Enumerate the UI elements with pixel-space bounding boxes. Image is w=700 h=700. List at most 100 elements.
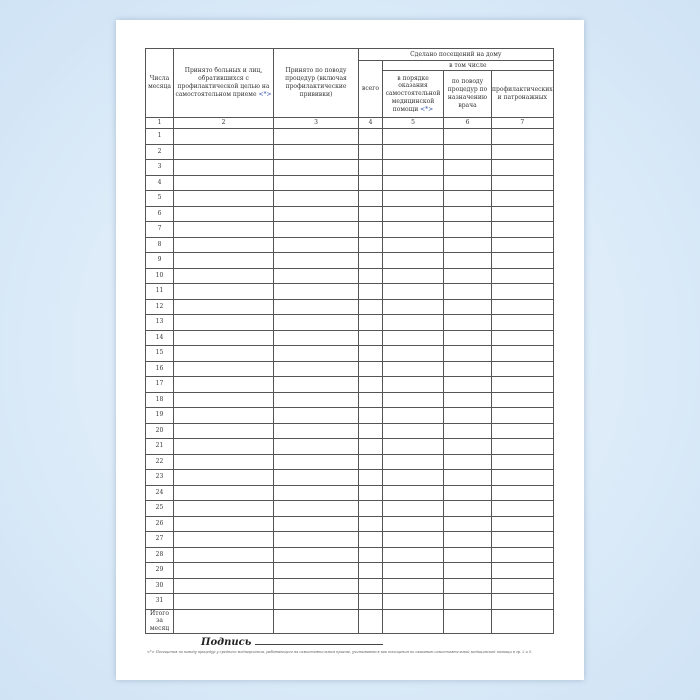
entry-cell[interactable] (173, 360, 274, 377)
entry-cell[interactable] (491, 562, 554, 579)
entry-cell[interactable] (382, 360, 444, 377)
entry-cell[interactable] (443, 205, 492, 222)
entry-cell[interactable] (173, 190, 274, 207)
entry-cell[interactable] (273, 391, 359, 408)
entry-cell[interactable] (491, 484, 554, 501)
entry-cell[interactable] (443, 376, 492, 393)
entry-cell[interactable] (443, 515, 492, 532)
entry-cell[interactable] (443, 174, 492, 191)
entry-cell[interactable] (173, 314, 274, 331)
entry-cell[interactable] (382, 376, 444, 393)
entry-cell[interactable] (382, 190, 444, 207)
total-cell[interactable] (273, 608, 359, 634)
entry-cell[interactable] (382, 283, 444, 300)
entry-cell[interactable] (443, 422, 492, 439)
entry-cell[interactable] (358, 283, 383, 300)
entry-cell[interactable] (491, 376, 554, 393)
entry-cell[interactable] (358, 515, 383, 532)
entry-cell[interactable] (273, 236, 359, 253)
entry-cell[interactable] (491, 174, 554, 191)
entry-cell[interactable] (382, 159, 444, 176)
entry-cell[interactable] (491, 345, 554, 362)
entry-cell[interactable] (358, 438, 383, 455)
entry-cell[interactable] (358, 531, 383, 548)
entry-cell[interactable] (382, 546, 444, 563)
entry-cell[interactable] (443, 252, 492, 269)
entry-cell[interactable] (443, 159, 492, 176)
entry-cell[interactable] (382, 298, 444, 315)
entry-cell[interactable] (358, 484, 383, 501)
entry-cell[interactable] (443, 577, 492, 594)
entry-cell[interactable] (173, 128, 274, 145)
entry-cell[interactable] (173, 515, 274, 532)
entry-cell[interactable] (491, 236, 554, 253)
entry-cell[interactable] (382, 205, 444, 222)
entry-cell[interactable] (443, 329, 492, 346)
entry-cell[interactable] (491, 438, 554, 455)
entry-cell[interactable] (173, 143, 274, 160)
total-cell[interactable] (382, 608, 444, 634)
entry-cell[interactable] (173, 422, 274, 439)
entry-cell[interactable] (173, 376, 274, 393)
entry-cell[interactable] (382, 515, 444, 532)
entry-cell[interactable] (273, 577, 359, 594)
entry-cell[interactable] (273, 469, 359, 486)
entry-cell[interactable] (273, 531, 359, 548)
entry-cell[interactable] (358, 252, 383, 269)
entry-cell[interactable] (443, 500, 492, 517)
entry-cell[interactable] (443, 345, 492, 362)
entry-cell[interactable] (173, 174, 274, 191)
entry-cell[interactable] (382, 329, 444, 346)
entry-cell[interactable] (273, 252, 359, 269)
entry-cell[interactable] (273, 453, 359, 470)
entry-cell[interactable] (358, 314, 383, 331)
entry-cell[interactable] (358, 190, 383, 207)
entry-cell[interactable] (443, 283, 492, 300)
entry-cell[interactable] (358, 422, 383, 439)
entry-cell[interactable] (491, 422, 554, 439)
entry-cell[interactable] (443, 143, 492, 160)
entry-cell[interactable] (443, 267, 492, 284)
entry-cell[interactable] (491, 205, 554, 222)
entry-cell[interactable] (173, 484, 274, 501)
entry-cell[interactable] (382, 531, 444, 548)
entry-cell[interactable] (173, 407, 274, 424)
entry-cell[interactable] (382, 438, 444, 455)
entry-cell[interactable] (382, 252, 444, 269)
entry-cell[interactable] (491, 314, 554, 331)
entry-cell[interactable] (491, 407, 554, 424)
entry-cell[interactable] (491, 190, 554, 207)
entry-cell[interactable] (358, 577, 383, 594)
entry-cell[interactable] (382, 128, 444, 145)
entry-cell[interactable] (273, 283, 359, 300)
entry-cell[interactable] (273, 376, 359, 393)
entry-cell[interactable] (491, 329, 554, 346)
entry-cell[interactable] (491, 593, 554, 610)
entry-cell[interactable] (443, 469, 492, 486)
entry-cell[interactable] (273, 329, 359, 346)
entry-cell[interactable] (358, 174, 383, 191)
entry-cell[interactable] (491, 515, 554, 532)
entry-cell[interactable] (273, 345, 359, 362)
entry-cell[interactable] (382, 562, 444, 579)
entry-cell[interactable] (273, 422, 359, 439)
entry-cell[interactable] (358, 345, 383, 362)
entry-cell[interactable] (358, 298, 383, 315)
entry-cell[interactable] (443, 236, 492, 253)
entry-cell[interactable] (273, 562, 359, 579)
entry-cell[interactable] (382, 143, 444, 160)
entry-cell[interactable] (273, 190, 359, 207)
entry-cell[interactable] (273, 267, 359, 284)
entry-cell[interactable] (173, 205, 274, 222)
entry-cell[interactable] (273, 221, 359, 238)
entry-cell[interactable] (273, 298, 359, 315)
entry-cell[interactable] (358, 546, 383, 563)
entry-cell[interactable] (358, 128, 383, 145)
entry-cell[interactable] (443, 190, 492, 207)
entry-cell[interactable] (173, 252, 274, 269)
total-cell[interactable] (358, 608, 383, 634)
entry-cell[interactable] (491, 252, 554, 269)
entry-cell[interactable] (173, 159, 274, 176)
entry-cell[interactable] (491, 531, 554, 548)
entry-cell[interactable] (358, 143, 383, 160)
